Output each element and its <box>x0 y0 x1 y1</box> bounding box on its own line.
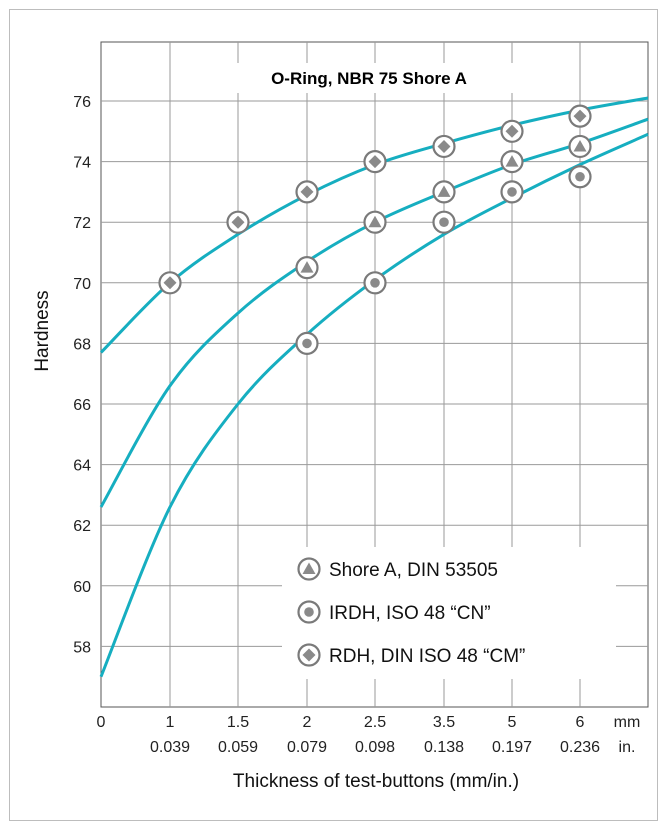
legend-marker-irdh <box>297 600 321 624</box>
triangle-symbol <box>505 155 519 167</box>
legend-marker-rdh <box>297 643 321 667</box>
x-unit-in: in. <box>619 739 636 756</box>
diamond-symbol <box>505 124 519 138</box>
x-tick-label-in: 0.039 <box>150 739 190 756</box>
legend-symbol-circle <box>297 600 321 624</box>
x-tick-label-mm: 2.5 <box>364 714 386 731</box>
data-point-circle <box>568 165 592 189</box>
y-tick-label: 70 <box>73 276 91 293</box>
dot-symbol <box>302 338 312 349</box>
x-tick-label-in: 0.079 <box>287 739 327 756</box>
diamond-symbol <box>368 155 382 169</box>
dot-symbol <box>439 217 449 227</box>
data-point-triangle <box>363 210 387 234</box>
data-point-diamond <box>158 271 182 295</box>
x-tick-label-in: 0.236 <box>560 739 600 756</box>
data-point-circle <box>500 180 524 204</box>
triangle-symbol <box>368 215 382 228</box>
data-point-triangle <box>295 256 319 280</box>
x-tick-label-in: 0.197 <box>492 739 532 756</box>
series-curve <box>99 132 649 678</box>
dot-symbol <box>575 171 585 182</box>
legend-background <box>282 547 616 679</box>
legend-symbol-triangle <box>297 557 321 581</box>
triangle-symbol <box>302 562 316 574</box>
x-tick-label-in: 0.138 <box>424 739 464 756</box>
series-curve <box>99 117 649 508</box>
x-tick-label-in: 0.059 <box>218 739 258 756</box>
data-point-diamond <box>295 180 319 204</box>
legend-label-shore-a: Shore A, DIN 53505 <box>329 560 498 581</box>
y-tick-label: 68 <box>73 336 91 353</box>
data-point-circle <box>363 271 387 295</box>
data-point-diamond <box>568 104 592 128</box>
x-tick-label-mm: 2 <box>303 714 312 731</box>
dot-symbol <box>370 278 380 288</box>
legend-label-rdh: RDH, DIN ISO 48 “CM” <box>329 646 525 667</box>
data-point-triangle <box>568 134 592 159</box>
data-point-triangle <box>500 150 524 174</box>
triangle-symbol <box>573 139 587 152</box>
y-tick-label: 66 <box>73 397 91 414</box>
y-tick-label: 62 <box>73 518 91 535</box>
diamond-symbol <box>300 185 314 199</box>
x-tick-labels: 0 1 1.5 2 2.5 3.5 5 6 mm 0.039 0.059 0.079 0.098 0.13… <box>97 714 641 756</box>
y-tick-label: 76 <box>73 94 91 111</box>
diamond-symbol <box>302 648 316 662</box>
x-tick-label-in: 0.098 <box>355 739 395 756</box>
legend: Shore A, DIN 53505 IRDH, ISO 48 “CN” RDH… <box>282 547 616 679</box>
x-tick-label-mm: 3.5 <box>433 714 455 731</box>
chart-title: O-Ring, NBR 75 Shore A <box>271 69 467 88</box>
y-tick-label: 60 <box>73 579 91 596</box>
dot-symbol <box>507 187 517 197</box>
legend-marker-shore-a <box>297 557 321 581</box>
dot-symbol <box>304 607 314 617</box>
data-point-triangle <box>432 180 456 204</box>
x-tick-label-mm: 5 <box>508 714 517 731</box>
diamond-symbol <box>231 215 245 229</box>
data-point-circle <box>432 210 456 234</box>
diamond-symbol <box>573 109 587 123</box>
x-tick-label-mm: 1 <box>166 714 175 731</box>
x-unit-mm: mm <box>614 714 641 731</box>
y-axis-title: Hardness <box>32 290 53 371</box>
triangle-symbol <box>300 261 314 273</box>
chart-frame <box>9 9 658 821</box>
y-tick-label: 74 <box>73 155 91 172</box>
y-tick-label: 72 <box>73 215 91 232</box>
y-tick-labels: 58 60 62 64 66 68 70 72 74 76 <box>73 94 91 656</box>
triangle-symbol <box>437 185 451 197</box>
y-tick-label: 64 <box>73 458 91 475</box>
legend-symbol-diamond <box>297 643 321 667</box>
title-background <box>210 63 530 93</box>
diamond-symbol <box>163 276 177 290</box>
x-tick-label-mm: 6 <box>576 714 585 731</box>
data-point-diamond <box>500 119 524 143</box>
x-tick-label-mm: 0 <box>97 714 106 731</box>
data-point-diamond <box>226 210 250 234</box>
legend-label-irdh: IRDH, ISO 48 “CN” <box>329 603 491 624</box>
diamond-symbol <box>437 139 451 153</box>
series-markers <box>158 104 592 355</box>
x-tick-label-mm: 1.5 <box>227 714 249 731</box>
y-tick-label: 58 <box>73 639 91 656</box>
x-axis-title: Thickness of test-buttons (mm/in.) <box>233 771 519 792</box>
data-point-diamond <box>432 134 456 159</box>
data-point-diamond <box>363 150 387 174</box>
data-point-circle <box>295 331 319 355</box>
